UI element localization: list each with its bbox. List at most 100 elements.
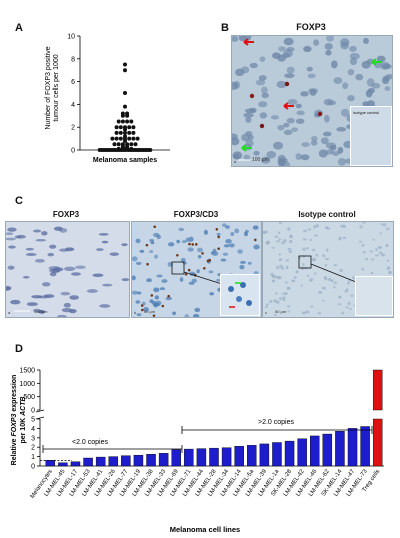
cell-nucleus (300, 284, 303, 287)
bar-LM-MEL-47 (347, 428, 358, 467)
scatter-point (114, 136, 119, 141)
bar-LM-MEL-42 (297, 438, 307, 467)
cell-nucleus (155, 300, 162, 306)
cell-nucleus (275, 240, 280, 243)
cell-nucleus (276, 275, 280, 279)
cell-nucleus (347, 68, 355, 76)
cell-nucleus (49, 271, 57, 277)
cell-nucleus (309, 238, 312, 242)
cell-nucleus (209, 292, 215, 296)
cell-nucleus (253, 244, 260, 250)
cell-nucleus (298, 256, 301, 260)
foxp3-positive-cell (317, 111, 323, 117)
cell-nucleus (291, 279, 296, 283)
cell-nucleus (310, 305, 314, 308)
cell-nucleus (178, 227, 185, 232)
cell-nucleus (347, 282, 350, 285)
cell-nucleus (64, 266, 76, 272)
cell-nucleus (341, 224, 346, 229)
cell-nucleus (361, 267, 365, 271)
scatter-point (118, 125, 123, 130)
cd3-stain (253, 238, 257, 242)
cell-nucleus (269, 299, 273, 304)
cell-nucleus (230, 232, 235, 236)
cell-nucleus (60, 291, 71, 296)
cell-nucleus (223, 244, 230, 248)
bar-LM-MEL-71 (184, 448, 194, 467)
cell-nucleus (321, 286, 326, 290)
micrograph-c1-cells (6, 226, 129, 317)
cell-nucleus (286, 286, 291, 290)
bar-LM-MEL-53 (83, 457, 93, 467)
cell-nucleus (302, 237, 307, 241)
cell-nucleus (234, 80, 240, 89)
cell-nucleus (293, 276, 297, 280)
cell-nucleus (333, 286, 336, 289)
scatter-point (131, 136, 136, 141)
cell-nucleus (266, 151, 277, 159)
cell-nucleus (337, 303, 342, 306)
bar-SK-MEL-28 (284, 440, 295, 467)
cell-nucleus (341, 311, 345, 315)
cell-nucleus (159, 287, 166, 291)
cell-nucleus (261, 156, 271, 164)
inset-cell (246, 300, 252, 306)
y-axis-label-d-line1: Relative FOXP3 expression (11, 375, 18, 466)
cell-nucleus (243, 112, 254, 118)
y-axis-label-d-line2: per 10K ACTB (20, 396, 27, 443)
cell-nucleus (308, 88, 319, 94)
scatter-point (127, 136, 132, 141)
bar-LM-MEL-46 (310, 435, 320, 467)
cell-nucleus (259, 56, 266, 62)
cd3-stain (150, 294, 154, 297)
cell-nucleus (8, 245, 16, 249)
cell-nucleus (271, 274, 275, 278)
cell-nucleus (295, 118, 305, 124)
scatter-point (135, 136, 140, 141)
cell-nucleus (281, 161, 291, 166)
cell-nucleus (329, 144, 337, 151)
cell-nucleus (302, 263, 305, 266)
cell-nucleus (232, 137, 240, 146)
cell-nucleus (255, 79, 266, 86)
cell-nucleus (324, 43, 333, 50)
zoom-box-c3 (298, 255, 312, 269)
cell-nucleus (387, 266, 391, 270)
cell-nucleus (284, 73, 295, 79)
cell-nucleus (194, 307, 201, 313)
cell-nucleus (188, 281, 195, 285)
green-arrow-2 (241, 144, 252, 152)
panel-c-title-2: FOXP3/CD3 (173, 210, 219, 219)
cell-nucleus (384, 86, 391, 91)
cell-nucleus (381, 253, 386, 257)
cell-nucleus (283, 122, 290, 128)
cell-nucleus (25, 247, 34, 251)
cell-nucleus (167, 242, 175, 247)
bracket-low-copies: <2.0 copies (42, 439, 183, 453)
panel-c-title-3: Isotype control (298, 210, 356, 219)
bar-chart-d: Relative FOXP3 expression per 10K ACTB 0… (11, 368, 384, 534)
isotype-inset-b: Isotype control (350, 106, 392, 166)
cell-nucleus (68, 309, 77, 314)
cell-nucleus (361, 243, 365, 248)
cell-nucleus (380, 223, 384, 226)
cell-nucleus (320, 137, 329, 145)
bar-upper-Treg cells (372, 369, 383, 411)
green-arrow-1 (371, 58, 382, 66)
micrograph-c2-corner: b (134, 310, 137, 315)
micrograph-b-corner: a (234, 159, 237, 164)
scatter-point (116, 142, 121, 147)
micrograph-c-foxp3: a 100 µm (5, 221, 130, 318)
x-axis-label-a: Melanoma samples (93, 157, 157, 164)
cell-nucleus (278, 297, 282, 301)
bar-LM-MEL-17 (70, 461, 81, 467)
cell-nucleus (322, 254, 326, 258)
cell-nucleus (282, 239, 287, 243)
panel-letter-a: A (15, 22, 23, 34)
cell-nucleus (333, 281, 338, 285)
cell-nucleus (252, 225, 259, 230)
micrograph-b: Isotype control a 100 µm (231, 35, 393, 167)
cell-nucleus (302, 254, 306, 259)
tick-label-d-upper-2: 1000 (19, 381, 35, 388)
cell-nucleus (322, 299, 325, 302)
